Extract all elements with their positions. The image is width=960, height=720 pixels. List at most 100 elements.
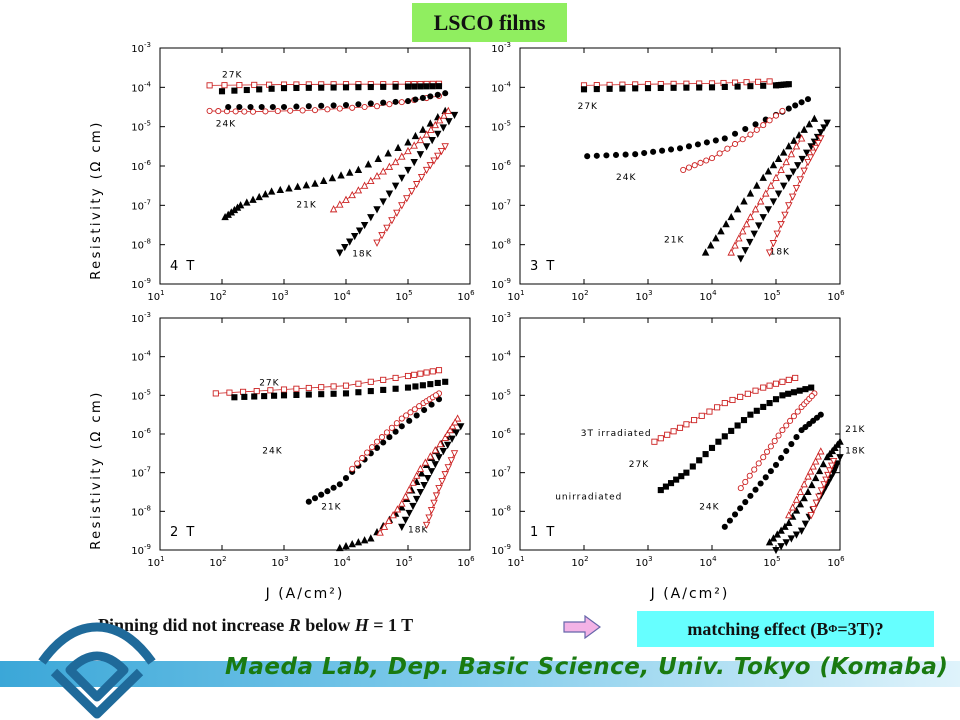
data-point-fill: [742, 478, 749, 485]
data-point-fill: [734, 422, 741, 429]
data-point: [836, 454, 844, 462]
y-tick-label: 10-6: [491, 427, 511, 441]
y-tick-label: 10-4: [131, 80, 151, 94]
data-point-fill: [380, 522, 389, 530]
data-point: [404, 384, 412, 391]
data-point: [349, 465, 356, 472]
x-tick-label: 101: [507, 555, 524, 569]
data-point-fill: [800, 167, 808, 175]
data-point-fill: [271, 392, 278, 399]
series-label: 18K: [770, 248, 790, 258]
data-point-fill: [796, 387, 803, 394]
data-point: [441, 143, 449, 151]
series-label: 27K: [578, 102, 598, 112]
data-point-fill: [808, 480, 816, 489]
data-point-fill: [702, 451, 709, 458]
data-point-fill: [342, 541, 350, 550]
data-point-fill: [412, 383, 419, 390]
data-point: [416, 488, 425, 497]
data-point-fill: [760, 122, 767, 129]
data-point-fill: [240, 388, 247, 395]
field-label: 1 T: [530, 525, 556, 540]
data-point: [779, 107, 786, 114]
data-point-fill: [733, 205, 742, 213]
data-point-fill: [411, 131, 420, 140]
data-point: [373, 239, 381, 247]
data-point-fill: [796, 487, 805, 496]
data-point-fill: [355, 389, 362, 396]
chart-panel-1: 101 102 103 104 105 106 10-9 10-8 10-7 10-6 10-5 10…: [491, 41, 845, 303]
data-point: [342, 101, 350, 109]
data-point: [632, 151, 639, 158]
data-point-fill: [781, 522, 789, 530]
data-point-fill: [411, 371, 418, 378]
data-point-fill: [813, 414, 821, 421]
data-point: [785, 142, 793, 150]
data-point-fill: [766, 382, 773, 389]
data-point-fill: [367, 100, 374, 107]
data-point-fill: [367, 388, 374, 395]
data-point-fill: [231, 87, 238, 94]
data-point-fill: [434, 379, 441, 387]
data-point-fill: [426, 119, 435, 127]
data-point-fill: [388, 424, 395, 431]
data-point-fill: [268, 85, 275, 92]
data-point: [404, 138, 412, 146]
data-point-fill: [805, 120, 814, 128]
data-point-fill: [741, 247, 750, 255]
data-point-fill: [593, 86, 600, 93]
data-point: [817, 135, 825, 143]
data-point-fill: [318, 391, 325, 398]
data-point-fill: [337, 171, 345, 179]
data-point-fill: [790, 136, 798, 144]
data-point: [708, 155, 716, 162]
data-point-fill: [438, 478, 446, 486]
data-point-fill: [412, 495, 421, 504]
data-point-fill: [789, 168, 798, 176]
series-2-7: [422, 450, 459, 530]
data-point: [721, 135, 728, 142]
field-label: 3 T: [530, 259, 556, 274]
y-tick-label: 10-7: [131, 466, 151, 480]
series-label: unirradiated: [555, 493, 622, 503]
data-point-fill: [752, 121, 759, 128]
arrow-icon: [563, 615, 601, 639]
matching-text: matching effect (B: [687, 618, 829, 639]
data-point-fill: [769, 198, 778, 206]
data-point-fill: [432, 492, 441, 500]
data-point-fill: [762, 189, 770, 197]
data-point: [779, 427, 786, 434]
series-2-3: [349, 390, 443, 472]
y-axis-label: Resistivity (Ω cm): [89, 390, 104, 550]
data-point-fill: [787, 535, 796, 543]
data-point-fill: [424, 475, 432, 483]
data-point-fill: [311, 495, 319, 502]
data-point: [737, 255, 745, 263]
data-point-fill: [764, 206, 773, 214]
data-point-fill: [249, 195, 257, 203]
data-point-fill: [774, 154, 783, 162]
data-point-fill: [274, 108, 281, 115]
data-point-fill: [355, 380, 362, 387]
data-point-fill: [742, 220, 751, 228]
data-point: [721, 400, 728, 407]
data-point-fill: [731, 130, 739, 137]
data-point-fill: [241, 108, 248, 115]
data-point-fill: [814, 140, 822, 148]
data-point-fill: [241, 393, 248, 400]
data-point-fill: [404, 146, 412, 155]
data-point-fill: [451, 418, 459, 426]
data-point-fill: [782, 539, 790, 547]
data-point-fill: [348, 190, 356, 199]
data-point-fill: [427, 381, 434, 388]
data-point-fill: [431, 120, 440, 129]
data-point-fill: [767, 468, 774, 475]
data-point-fill: [703, 139, 710, 146]
data-point-fill: [345, 168, 354, 176]
data-point-fill: [739, 136, 746, 143]
x-tick-label: 106: [457, 289, 475, 303]
data-point-fill: [802, 423, 809, 431]
data-point-fill: [771, 437, 778, 445]
data-point: [376, 528, 384, 536]
y-tick-label: 10-8: [491, 504, 511, 518]
